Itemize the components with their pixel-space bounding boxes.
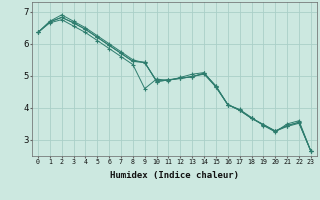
X-axis label: Humidex (Indice chaleur): Humidex (Indice chaleur) [110, 171, 239, 180]
